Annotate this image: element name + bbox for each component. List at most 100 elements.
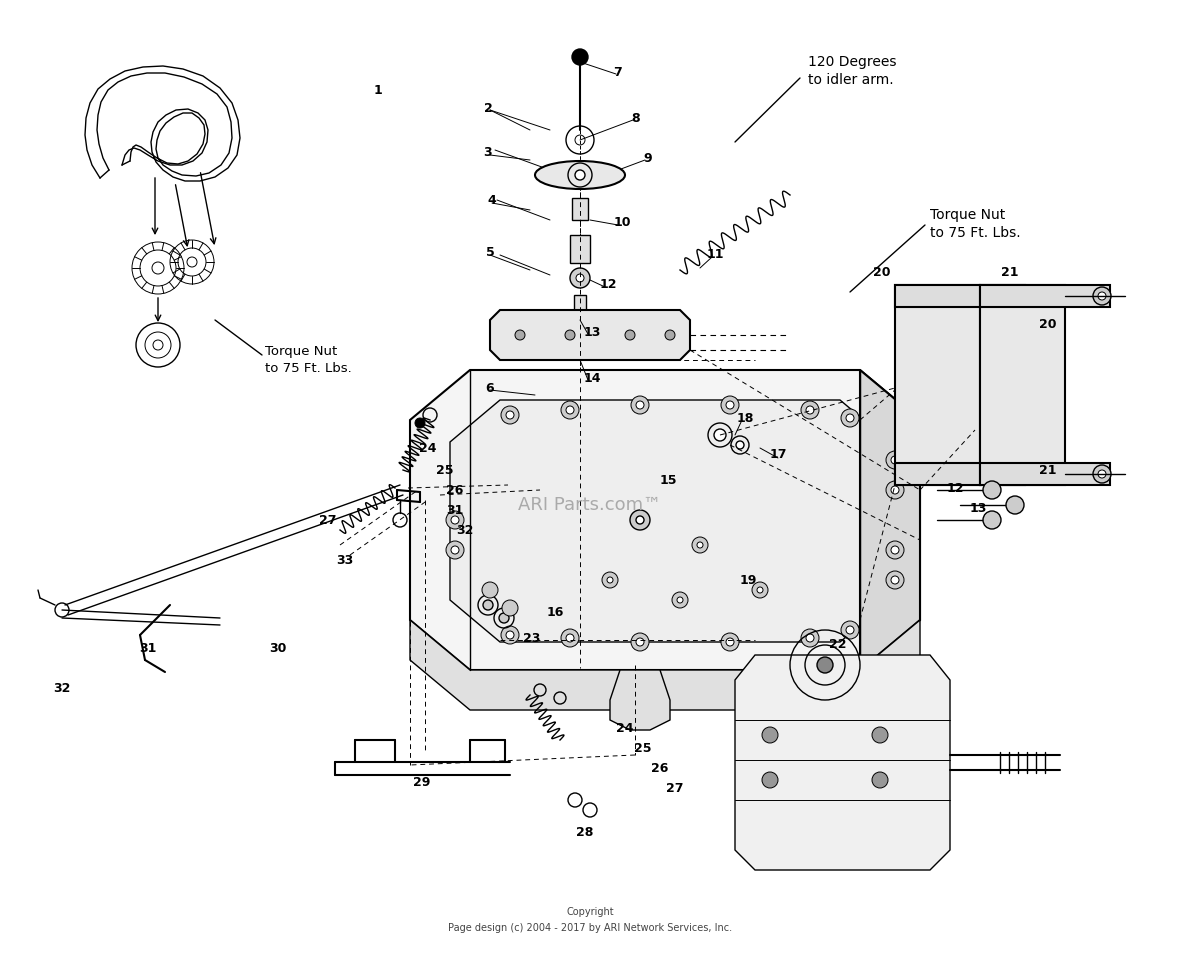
Text: 11: 11 xyxy=(707,249,723,262)
Circle shape xyxy=(762,772,778,788)
Text: 26: 26 xyxy=(446,483,464,497)
Text: 13: 13 xyxy=(969,502,986,514)
Circle shape xyxy=(570,268,590,288)
Text: 21: 21 xyxy=(1040,463,1057,477)
Circle shape xyxy=(841,409,859,427)
Text: 27: 27 xyxy=(320,513,336,527)
Circle shape xyxy=(625,330,635,340)
Text: 28: 28 xyxy=(576,825,594,839)
Circle shape xyxy=(721,633,739,651)
Text: Page design (c) 2004 - 2017 by ARI Network Services, Inc.: Page design (c) 2004 - 2017 by ARI Netwo… xyxy=(448,923,732,933)
Text: 23: 23 xyxy=(523,631,540,645)
Circle shape xyxy=(1093,465,1112,483)
Text: 20: 20 xyxy=(873,265,891,279)
Polygon shape xyxy=(409,620,920,710)
Circle shape xyxy=(1012,292,1021,300)
Polygon shape xyxy=(981,285,1066,485)
Circle shape xyxy=(502,626,519,644)
Text: 17: 17 xyxy=(769,449,787,461)
Text: 8: 8 xyxy=(631,112,641,124)
Text: Copyright: Copyright xyxy=(566,907,614,917)
Text: 10: 10 xyxy=(614,215,631,229)
Circle shape xyxy=(575,135,585,145)
Polygon shape xyxy=(735,655,950,870)
Circle shape xyxy=(451,546,459,554)
Ellipse shape xyxy=(535,161,625,189)
Polygon shape xyxy=(490,310,690,360)
Circle shape xyxy=(846,414,854,422)
Text: 25: 25 xyxy=(437,463,454,477)
Circle shape xyxy=(451,516,459,524)
Circle shape xyxy=(636,401,644,409)
Text: 12: 12 xyxy=(946,482,964,494)
Text: ARI Parts.com™: ARI Parts.com™ xyxy=(518,496,662,514)
Circle shape xyxy=(630,510,650,530)
Circle shape xyxy=(671,592,688,608)
Circle shape xyxy=(872,727,889,743)
Polygon shape xyxy=(981,285,1110,307)
Text: 27: 27 xyxy=(667,782,683,794)
Circle shape xyxy=(846,626,854,634)
Circle shape xyxy=(502,600,518,616)
Circle shape xyxy=(186,257,197,267)
Polygon shape xyxy=(981,463,1110,485)
Circle shape xyxy=(1007,496,1024,514)
Text: 15: 15 xyxy=(660,474,677,486)
Text: 13: 13 xyxy=(583,325,601,339)
Text: 32: 32 xyxy=(457,523,473,537)
Circle shape xyxy=(499,613,509,623)
Circle shape xyxy=(721,396,739,414)
Circle shape xyxy=(572,49,588,65)
Text: 12: 12 xyxy=(599,279,617,291)
Circle shape xyxy=(602,572,618,588)
Polygon shape xyxy=(409,370,920,670)
Circle shape xyxy=(152,262,164,274)
Circle shape xyxy=(506,411,514,419)
Circle shape xyxy=(1099,292,1106,300)
Circle shape xyxy=(446,511,464,529)
Circle shape xyxy=(886,451,904,469)
Text: to 75 Ft. Lbs.: to 75 Ft. Lbs. xyxy=(930,226,1021,240)
Circle shape xyxy=(817,657,833,673)
Circle shape xyxy=(891,546,899,554)
Polygon shape xyxy=(610,670,670,730)
Circle shape xyxy=(714,429,726,441)
Text: 31: 31 xyxy=(446,504,464,516)
Circle shape xyxy=(801,629,819,647)
Circle shape xyxy=(726,401,734,409)
Circle shape xyxy=(560,629,579,647)
Text: 22: 22 xyxy=(830,639,847,651)
Circle shape xyxy=(801,401,819,419)
Text: 9: 9 xyxy=(643,152,653,164)
Circle shape xyxy=(841,621,859,639)
Circle shape xyxy=(1093,287,1112,305)
Circle shape xyxy=(736,441,745,449)
Circle shape xyxy=(631,396,649,414)
Text: 1: 1 xyxy=(374,84,382,97)
Circle shape xyxy=(1099,470,1106,478)
Circle shape xyxy=(153,340,163,350)
Circle shape xyxy=(697,542,703,548)
Text: to idler arm.: to idler arm. xyxy=(808,73,893,87)
Text: 3: 3 xyxy=(484,146,492,158)
Text: Torque Nut: Torque Nut xyxy=(930,208,1005,222)
Text: Torque Nut: Torque Nut xyxy=(266,345,337,359)
Circle shape xyxy=(636,638,644,646)
Text: 32: 32 xyxy=(53,681,71,695)
Text: 20: 20 xyxy=(1040,318,1057,332)
Circle shape xyxy=(983,481,1001,499)
Text: 30: 30 xyxy=(269,642,287,654)
Text: 6: 6 xyxy=(486,381,494,395)
Circle shape xyxy=(886,571,904,589)
Polygon shape xyxy=(450,400,890,642)
Circle shape xyxy=(677,597,683,603)
Text: 29: 29 xyxy=(413,776,431,788)
Circle shape xyxy=(631,633,649,651)
Text: 31: 31 xyxy=(139,642,157,654)
Polygon shape xyxy=(894,285,1025,307)
Circle shape xyxy=(576,274,584,282)
Circle shape xyxy=(483,600,493,610)
Text: 7: 7 xyxy=(614,66,622,78)
Text: 5: 5 xyxy=(486,245,494,259)
Text: 19: 19 xyxy=(740,573,756,587)
